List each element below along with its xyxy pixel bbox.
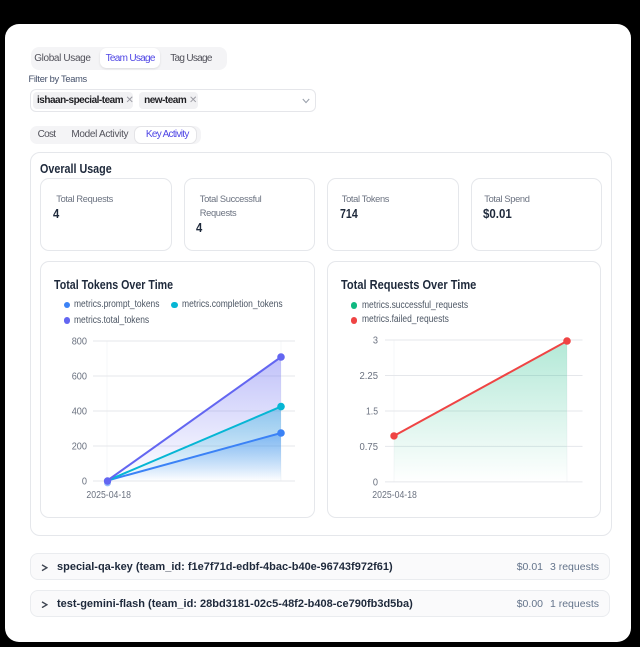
svg-text:2025-04-18: 2025-04-18 (86, 490, 131, 501)
svg-text:200: 200 (72, 442, 88, 453)
svg-text:600: 600 (72, 372, 88, 383)
svg-text:400: 400 (72, 407, 88, 418)
svg-text:2.25: 2.25 (360, 371, 379, 382)
svg-text:0.75: 0.75 (360, 442, 379, 453)
svg-text:0: 0 (373, 477, 379, 488)
svg-text:800: 800 (72, 337, 88, 348)
svg-text:3: 3 (373, 336, 379, 347)
svg-text:1.5: 1.5 (366, 407, 378, 418)
svg-text:2025-04-18: 2025-04-18 (372, 490, 417, 501)
svg-text:0: 0 (82, 477, 88, 488)
